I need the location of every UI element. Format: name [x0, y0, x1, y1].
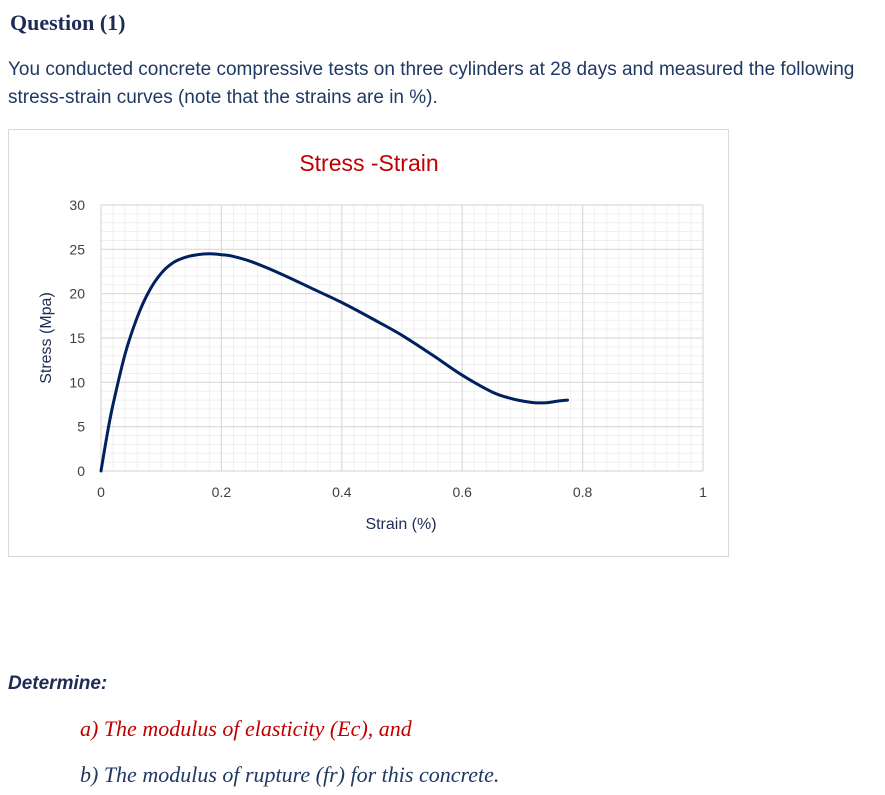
stress-strain-curve	[99, 252, 569, 473]
x-tick-label: 0.8	[573, 484, 593, 500]
question-title: Question (1)	[10, 10, 126, 35]
chart-title: Stress -Strain	[299, 150, 438, 176]
y-axis-label: Stress (Mpa)	[38, 292, 55, 384]
x-tick-labels: 0 0.2 0.4 0.6 0.8 1	[97, 484, 707, 500]
determine-heading: Determine:	[8, 673, 108, 694]
stress-strain-chart: 0 0.2 0.4 0.6 0.8 1 0 5 10 15 20 25 30 Stress -Stra…	[8, 129, 729, 557]
x-tick-label: 0	[97, 484, 105, 500]
major-grid	[100, 204, 704, 472]
y-tick-label: 30	[69, 197, 85, 213]
y-tick-label: 15	[69, 330, 85, 346]
y-tick-label: 20	[69, 286, 85, 302]
task-a: a) The modulus of elasticity (Ec), and	[80, 716, 412, 741]
y-tick-label: 10	[69, 374, 85, 390]
task-b: b) The modulus of rupture (fr) for this …	[80, 762, 500, 787]
x-axis-label: Strain (%)	[365, 516, 436, 533]
x-tick-label: 0.4	[332, 484, 352, 500]
x-tick-label: 0.6	[452, 484, 472, 500]
question-intro: You conducted concrete compressive tests…	[8, 59, 855, 108]
y-tick-label: 5	[77, 419, 85, 435]
y-tick-label: 25	[69, 241, 85, 257]
chart-canvas: 0 0.2 0.4 0.6 0.8 1 0 5 10 15 20 25 30 Stress -Stra…	[38, 150, 707, 533]
series-layer	[99, 252, 569, 473]
x-tick-label: 0.2	[212, 484, 232, 500]
y-tick-labels: 0 5 10 15 20 25 30	[69, 197, 85, 479]
y-tick-label: 0	[77, 463, 85, 479]
x-tick-label: 1	[699, 484, 707, 500]
